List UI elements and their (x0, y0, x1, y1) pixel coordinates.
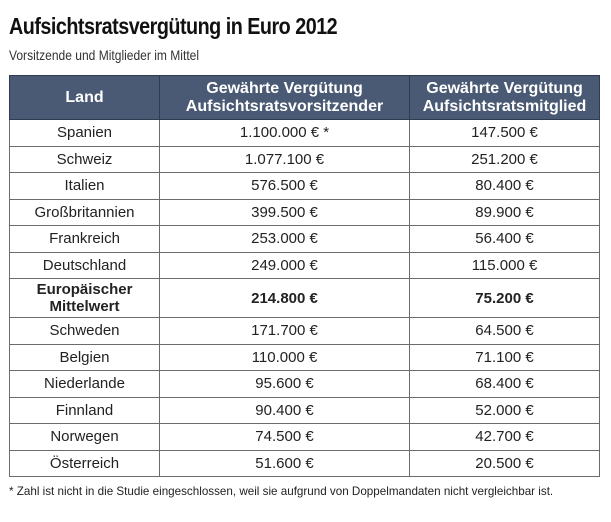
cell-land: Österreich (9, 449, 160, 477)
table-body: Spanien 1.100.000 € * 147.500 € Schweiz 1.07… (9, 119, 600, 477)
table-row: Spanien 1.100.000 € * 147.500 € (9, 119, 600, 147)
column-header-land: Land (9, 75, 160, 120)
cell-vorsitzender: 110.000 € (159, 343, 410, 371)
chart-subtitle: Vorsitzende und Mitglieder im Mittel (9, 47, 200, 63)
cell-mitglied: 71.100 € (409, 343, 600, 371)
cell-land: Finnland (9, 396, 160, 424)
cell-mitglied: 52.000 € (409, 396, 600, 424)
footnote: * Zahl ist nicht in die Studie eingeschl… (9, 484, 554, 498)
table-header-row: Land Gewährte Vergütung Aufsichtsratsvor… (9, 75, 600, 120)
table-row: Italien 576.500 €80.400 € (9, 172, 600, 200)
cell-land: Deutschland (9, 251, 160, 279)
cell-vorsitzender: 249.000 € (159, 251, 410, 279)
table-row: Österreich 51.600 €20.500 € (9, 449, 600, 477)
cell-mitglied: 68.400 € (409, 370, 600, 398)
table-row: Schweden 171.700 €64.500 € (9, 317, 600, 345)
table-row: Frankreich 253.000 €56.400 € (9, 225, 600, 253)
cell-mitglied: 89.900 € (409, 198, 600, 226)
cell-mitglied: 115.000 € (409, 251, 600, 279)
cell-vorsitzender: 214.800 € (159, 278, 410, 318)
cell-vorsitzender: 399.500 € (159, 198, 410, 226)
cell-mitglied: 42.700 € (409, 423, 600, 451)
cell-land: Frankreich (9, 225, 160, 253)
cell-land: Spanien (9, 119, 160, 147)
cell-mitglied: 75.200 € (409, 278, 600, 318)
cell-vorsitzender: 74.500 € (159, 423, 410, 451)
table-row: Norwegen 74.500 €42.700 € (9, 423, 600, 451)
cell-vorsitzender: 90.400 € (159, 396, 410, 424)
cell-land: Italien (9, 172, 160, 200)
cell-land: Schweden (9, 317, 160, 345)
cell-vorsitzender: 576.500 € (159, 172, 410, 200)
column-header-mitglied: Gewährte Vergütung Aufsichtsratsmitglied (409, 75, 600, 120)
table-row: Großbritannien 399.500 €89.900 € (9, 198, 600, 226)
cell-mitglied: 80.400 € (409, 172, 600, 200)
cell-land: Schweiz (9, 145, 160, 173)
table-row: Schweiz 1.077.100 €251.200 € (9, 145, 600, 173)
cell-mitglied: 251.200 € (409, 145, 600, 173)
cell-land: Norwegen (9, 423, 160, 451)
cell-vorsitzender: 171.700 € (159, 317, 410, 345)
cell-vorsitzender: 1.100.000 € * (159, 119, 410, 147)
cell-land: Großbritannien (9, 198, 160, 226)
cell-mitglied: 56.400 € (409, 225, 600, 253)
table-row: Niederlande 95.600 €68.400 € (9, 370, 600, 398)
table-row: Deutschland 249.000 €115.000 € (9, 251, 600, 279)
cell-land: Niederlande (9, 370, 160, 398)
cell-vorsitzender: 95.600 € (159, 370, 410, 398)
table-row: Belgien 110.000 €71.100 € (9, 343, 600, 371)
chart-title: Aufsichtsratsvergütung in Euro 2012 (9, 13, 338, 39)
table-row: Finnland 90.400 €52.000 € (9, 396, 600, 424)
cell-land: Europäischer Mittelwert (9, 278, 160, 318)
cell-vorsitzender: 1.077.100 € (159, 145, 410, 173)
cell-land: Belgien (9, 343, 160, 371)
cell-vorsitzender: 51.600 € (159, 449, 410, 477)
cell-mitglied: 147.500 € (409, 119, 600, 147)
table-row-mean: Europäischer Mittelwert 214.800 €75.200 € (9, 278, 600, 318)
cell-mitglied: 20.500 € (409, 449, 600, 477)
cell-vorsitzender: 253.000 € (159, 225, 410, 253)
column-header-vorsitzender: Gewährte Vergütung Aufsichtsratsvorsitze… (159, 75, 410, 120)
cell-mitglied: 64.500 € (409, 317, 600, 345)
compensation-table: Land Gewährte Vergütung Aufsichtsratsvor… (9, 75, 600, 477)
